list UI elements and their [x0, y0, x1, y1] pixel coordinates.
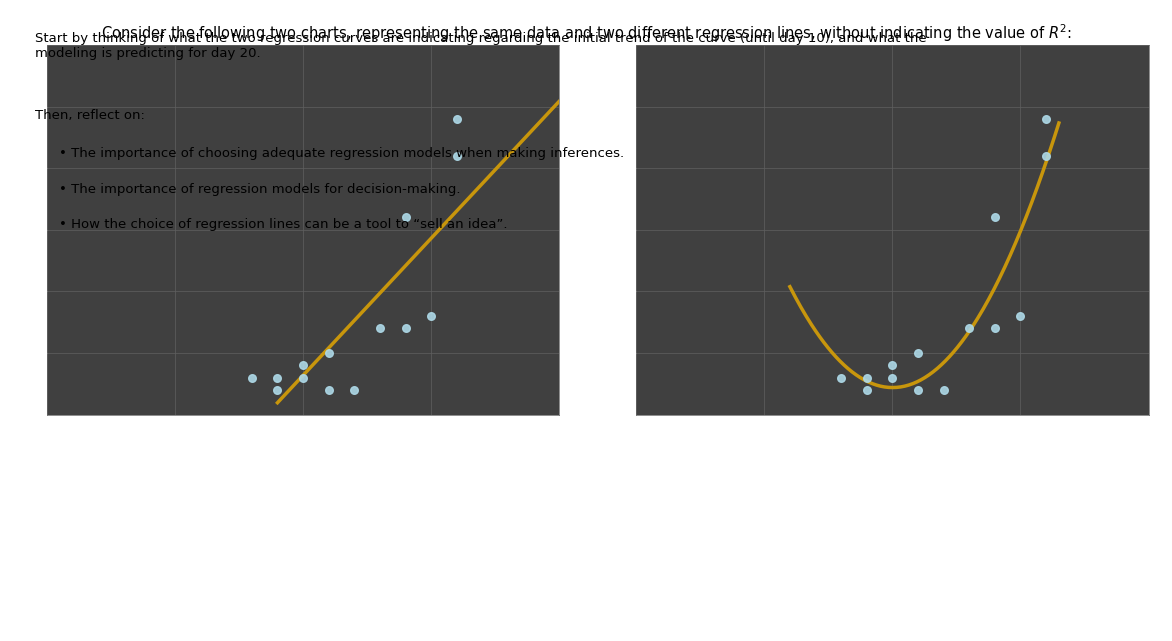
Point [986, 212, 1004, 222]
Point [858, 385, 877, 395]
Point [319, 348, 338, 358]
Point [1011, 311, 1030, 321]
Text: • The importance of regression models for decision-making.: • The importance of regression models fo… [59, 183, 461, 196]
Y-axis label: New cases: New cases [598, 196, 611, 263]
Point [294, 360, 313, 370]
Point [268, 385, 287, 395]
Y-axis label: New cases: New cases [8, 196, 21, 263]
Point [294, 372, 313, 383]
Text: • How the choice of regression lines can be a tool to “sell an idea”.: • How the choice of regression lines can… [59, 218, 507, 231]
Point [960, 323, 979, 333]
Point [396, 323, 415, 333]
Point [345, 385, 363, 395]
Point [1037, 151, 1056, 161]
Point [370, 323, 389, 333]
Point [243, 372, 261, 383]
Point [908, 385, 927, 395]
Text: • The importance of choosing adequate regression models when making inferences.: • The importance of choosing adequate re… [59, 147, 624, 160]
Point [832, 372, 851, 383]
Point [448, 151, 466, 161]
Point [908, 348, 927, 358]
Text: Consider the following two charts, representing the same data and two different : Consider the following two charts, repre… [101, 22, 1071, 44]
Point [858, 372, 877, 383]
Point [883, 372, 901, 383]
Point [986, 323, 1004, 333]
Point [934, 385, 953, 395]
Point [422, 311, 441, 321]
Text: Then, reflect on:: Then, reflect on: [35, 109, 145, 122]
Point [268, 372, 287, 383]
X-axis label: Day: Day [291, 439, 315, 453]
Point [396, 212, 415, 222]
Point [883, 360, 901, 370]
Point [448, 113, 466, 124]
Point [319, 385, 338, 395]
X-axis label: Day: Day [880, 439, 905, 453]
Point [1037, 113, 1056, 124]
Text: Start by thinking of what the two regression curves are indicating regarding the: Start by thinking of what the two regres… [35, 32, 927, 60]
